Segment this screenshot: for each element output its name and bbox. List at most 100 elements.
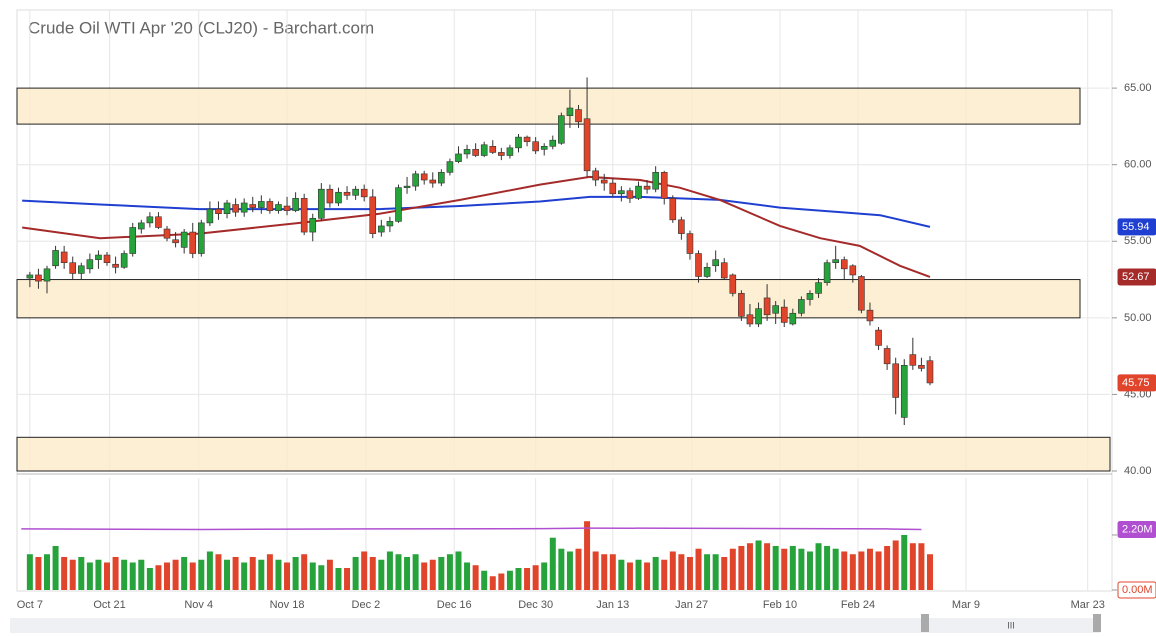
volume-bar bbox=[798, 548, 805, 590]
candle-body bbox=[806, 293, 814, 300]
y-tick-label: 55.00 bbox=[1124, 235, 1152, 247]
candle-body bbox=[189, 231, 197, 254]
candle-body bbox=[540, 146, 548, 150]
volume-bar bbox=[198, 559, 205, 590]
moving-average bbox=[22, 175, 931, 278]
zone bbox=[16, 279, 1081, 319]
volume-bar bbox=[164, 562, 171, 590]
volume-bar bbox=[652, 556, 659, 590]
volume-bar bbox=[721, 556, 728, 590]
candle-body bbox=[258, 201, 265, 208]
volume-bar bbox=[52, 545, 59, 590]
volume-bar bbox=[121, 559, 128, 590]
candle-body bbox=[138, 222, 145, 230]
volume-bar bbox=[678, 554, 685, 590]
volume-bar bbox=[541, 562, 548, 590]
volume-bar bbox=[781, 548, 788, 590]
volume-bar bbox=[892, 540, 899, 590]
candle-body bbox=[300, 198, 308, 233]
candle-body bbox=[660, 172, 668, 199]
candle-body bbox=[643, 185, 651, 190]
y-tick-label-box bbox=[1117, 581, 1156, 599]
scroll-handle-left[interactable] bbox=[921, 614, 929, 632]
candle-body bbox=[575, 109, 582, 123]
volume-bar bbox=[112, 556, 119, 590]
candle-body bbox=[480, 144, 488, 156]
candle-body bbox=[446, 161, 454, 173]
candle-body bbox=[583, 118, 591, 172]
x-tick-label: Feb 24 bbox=[841, 599, 875, 611]
volume-bar bbox=[815, 543, 822, 590]
volume-bar bbox=[609, 554, 616, 590]
volume-bar bbox=[172, 559, 179, 590]
volume-bar bbox=[61, 556, 68, 590]
candle-body bbox=[395, 187, 402, 222]
scroll-handle-right[interactable] bbox=[1093, 614, 1101, 632]
volume-bar bbox=[558, 548, 565, 590]
volume-bar bbox=[352, 556, 359, 590]
candle-body bbox=[352, 188, 359, 196]
candle-body bbox=[52, 250, 59, 267]
candle-body bbox=[163, 228, 171, 239]
volume-bar bbox=[789, 545, 796, 590]
candle-body bbox=[369, 196, 377, 234]
candle-body bbox=[635, 185, 642, 199]
volume-bar bbox=[866, 548, 873, 590]
volume-bar bbox=[601, 554, 608, 590]
x-tick-label: Dec 16 bbox=[437, 599, 472, 611]
candle-body bbox=[558, 115, 565, 144]
zone bbox=[16, 87, 1081, 125]
candle-body bbox=[600, 179, 608, 184]
volume-bar bbox=[661, 559, 668, 590]
x-tick-label: Nov 18 bbox=[270, 599, 305, 611]
candle-body bbox=[120, 253, 128, 268]
volume-bar bbox=[224, 559, 231, 590]
candle-body bbox=[592, 170, 599, 181]
volume-bar bbox=[635, 559, 642, 590]
x-tick-label: Jan 13 bbox=[596, 599, 629, 611]
candle-body bbox=[549, 139, 557, 147]
candle-body bbox=[703, 267, 711, 277]
scrollbar[interactable] bbox=[10, 618, 1100, 633]
volume-bar bbox=[181, 556, 188, 590]
volume-bar bbox=[489, 576, 496, 590]
volume-bar bbox=[369, 556, 376, 590]
candle-body bbox=[326, 188, 334, 204]
volume-bar bbox=[232, 556, 239, 590]
volume-bar bbox=[404, 556, 411, 590]
volume-bar bbox=[858, 551, 865, 590]
candle-body bbox=[249, 204, 257, 208]
candle-body bbox=[840, 259, 848, 270]
last-price-label: 45.75 bbox=[1122, 377, 1150, 389]
volume-bar bbox=[644, 562, 651, 590]
candle-body bbox=[669, 198, 677, 221]
candle-body bbox=[112, 263, 119, 268]
volume-bar bbox=[755, 540, 762, 590]
candle-body bbox=[909, 354, 917, 366]
volume-bar bbox=[695, 548, 702, 590]
volume-bar bbox=[849, 554, 856, 590]
volume-bar bbox=[729, 548, 736, 590]
candle-body bbox=[652, 172, 659, 190]
y-tick-label: 0.00M bbox=[1122, 584, 1153, 596]
scroll-grip[interactable]: III bbox=[1007, 620, 1015, 630]
candle-body bbox=[198, 222, 205, 254]
candle-body bbox=[275, 204, 282, 211]
last-value-label: 52.67 bbox=[1122, 271, 1150, 283]
candle-body bbox=[772, 305, 779, 314]
candle-body bbox=[815, 282, 822, 294]
candle-body bbox=[900, 365, 908, 418]
volume-bar bbox=[455, 551, 462, 590]
x-tick-label: Dec 2 bbox=[352, 599, 381, 611]
x-tick-label: Mar 9 bbox=[952, 599, 980, 611]
candle-body bbox=[515, 136, 522, 149]
candle-body bbox=[866, 309, 874, 322]
volume-bar bbox=[129, 562, 136, 590]
y-tick-label: 40.00 bbox=[1124, 465, 1152, 477]
volume-bar bbox=[875, 551, 882, 590]
volume-bar bbox=[446, 554, 453, 590]
volume-bar bbox=[386, 551, 393, 590]
x-tick-label: Dec 30 bbox=[518, 599, 553, 611]
candle-body bbox=[172, 239, 179, 244]
